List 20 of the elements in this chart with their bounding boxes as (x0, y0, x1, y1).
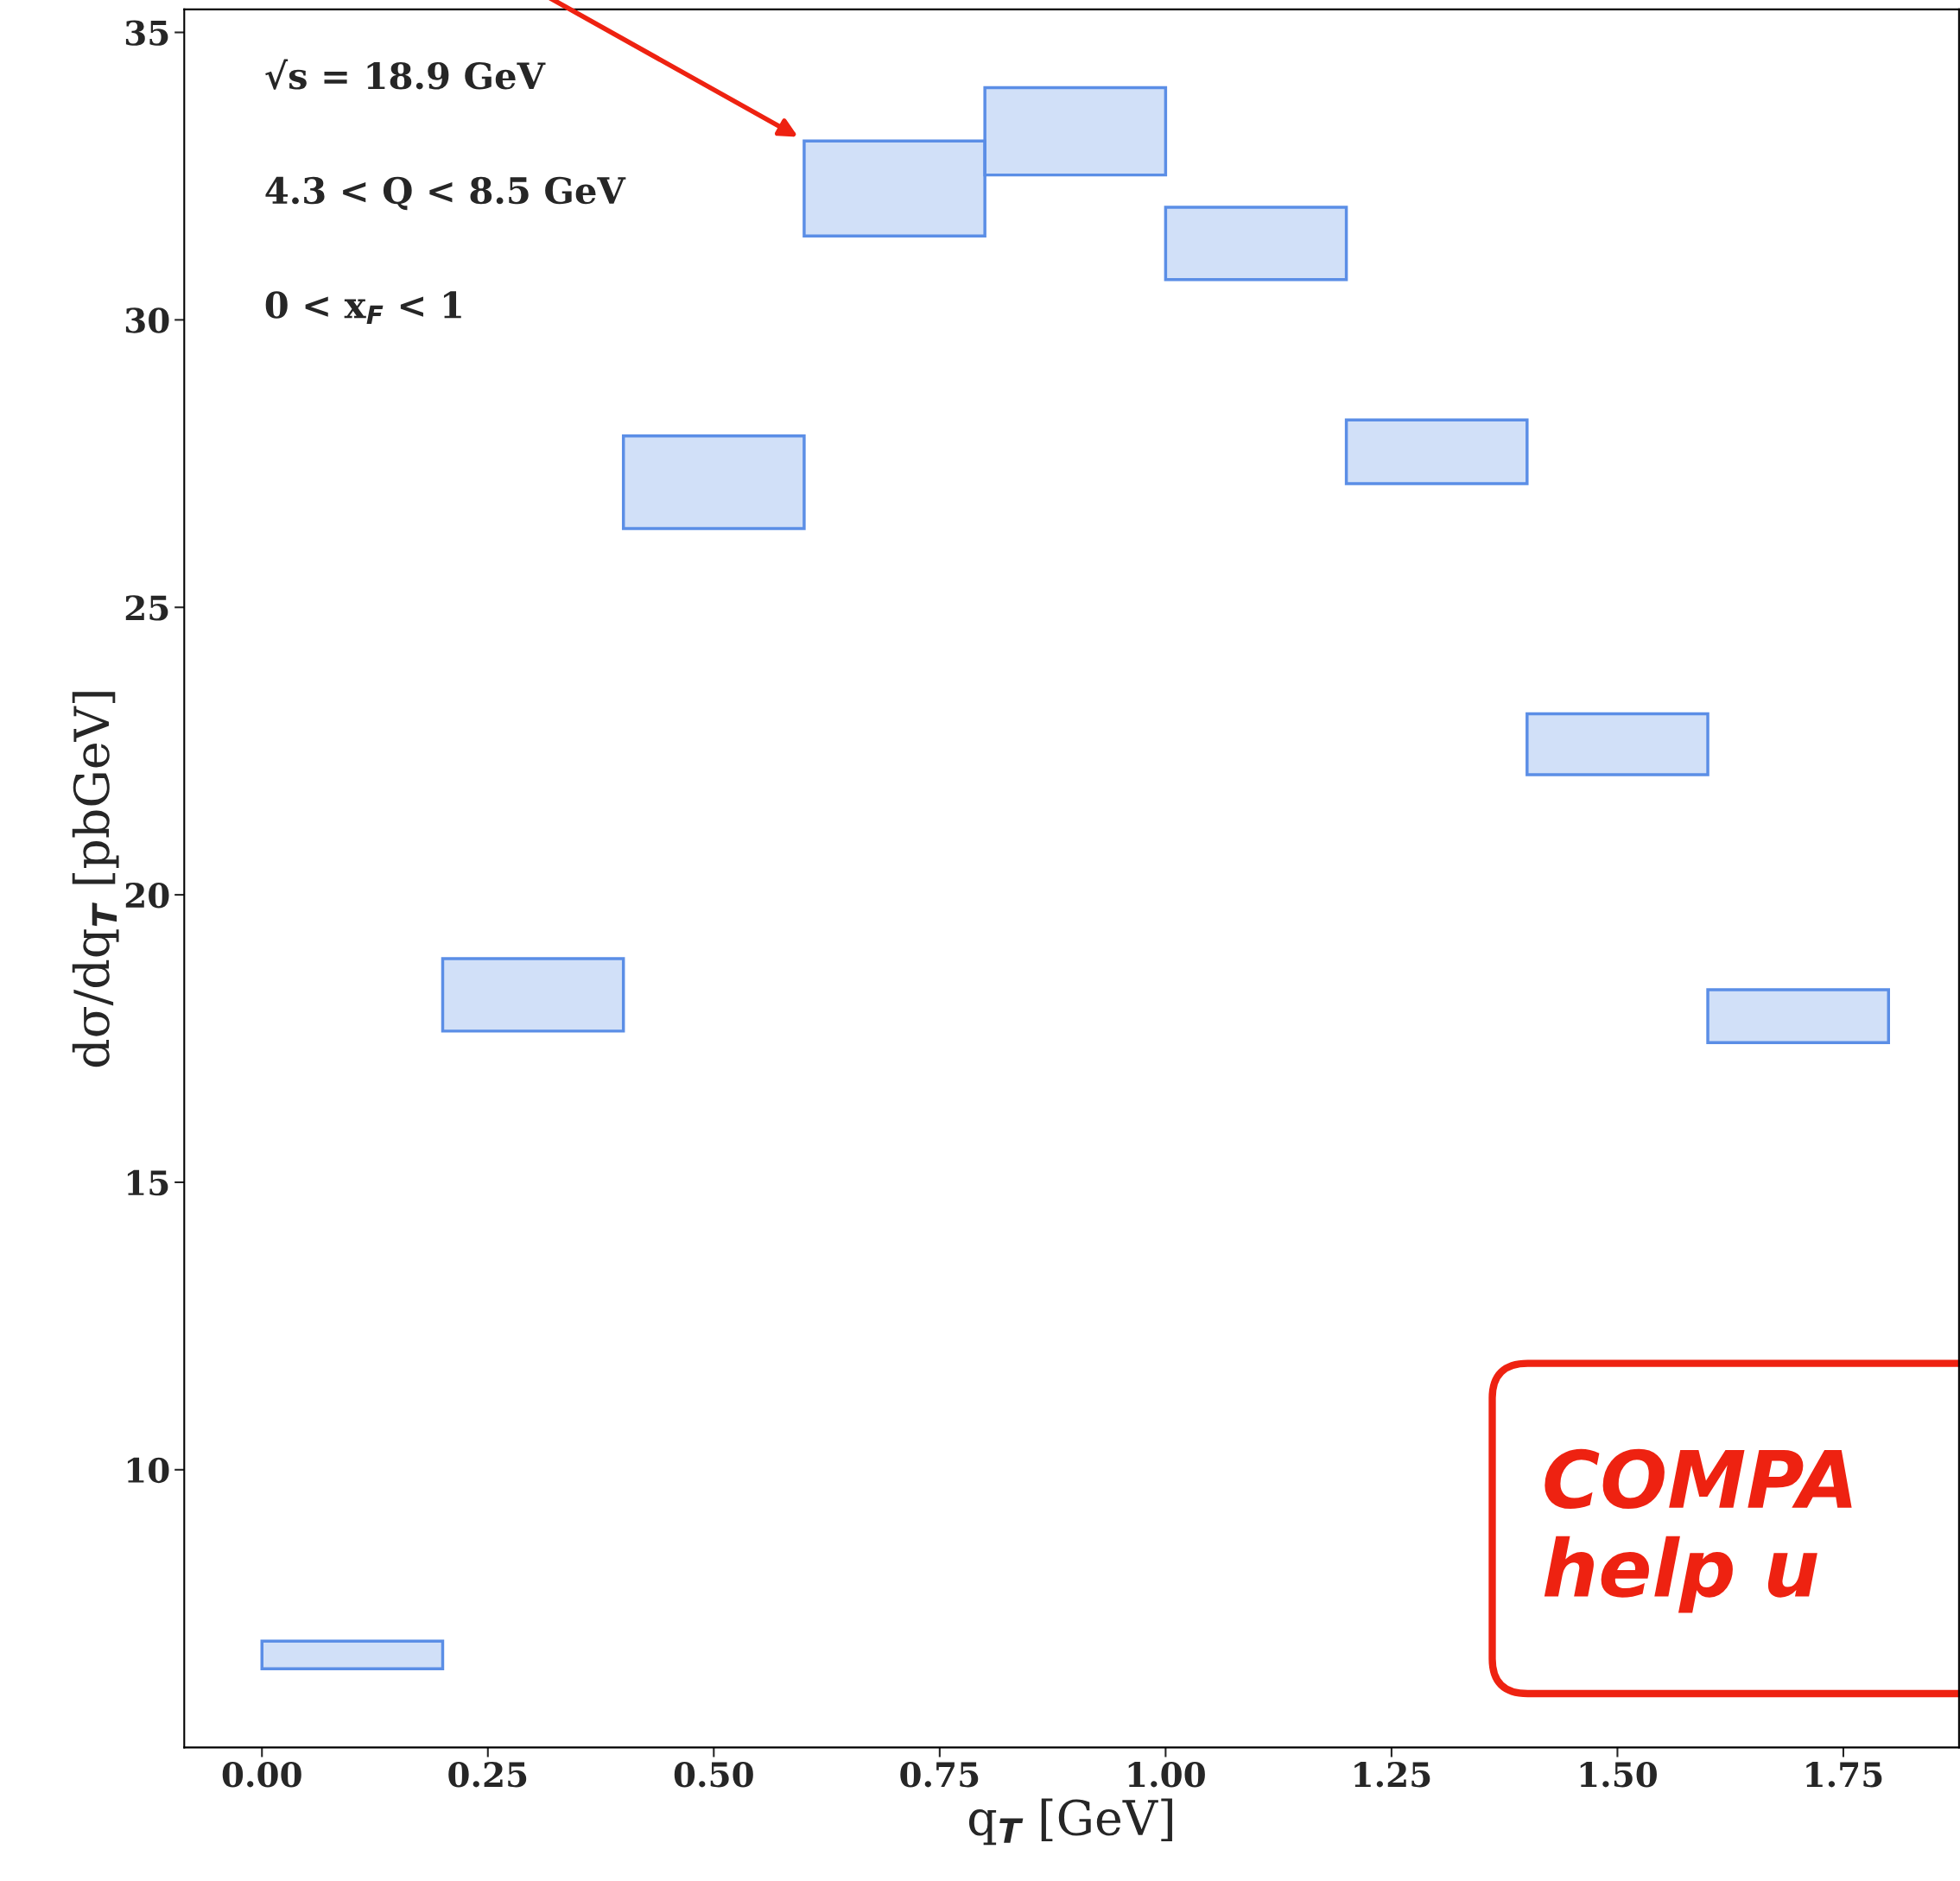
annotation: 0 < x$_{F}$ < 1 (265, 291, 461, 325)
x-tick-label: 0.25 (448, 1762, 527, 1788)
x-axis-title: q$_{T}$ [GeV] (968, 1798, 1172, 1846)
y-tick-label: 10 (127, 1457, 169, 1484)
x-tick-label: 0.50 (674, 1762, 753, 1788)
annotation: COMPA help u (1544, 1448, 1852, 1613)
y-tick-label: 20 (125, 883, 169, 909)
x-tick-label: 1.75 (1806, 1762, 1882, 1788)
y-tick-label: 30 (125, 307, 169, 333)
x-tick-label: 0.00 (222, 1762, 301, 1788)
y-tick-label: 25 (125, 595, 168, 621)
y-axis-title: dσ/dq$_{T}$ [pbGeV] (72, 692, 119, 1067)
y-tick-label: 35 (125, 20, 168, 46)
x-tick-label: 1.50 (1580, 1762, 1657, 1788)
annotation: 4.3 < Q < 8.5 GeV (265, 176, 626, 211)
y-tick-label: 15 (127, 1169, 168, 1196)
x-tick-label: 1.00 (1128, 1762, 1205, 1788)
annotation: √s = 18.9 GeV (265, 59, 546, 90)
x-tick-label: 0.75 (900, 1762, 979, 1788)
x-tick-label: 1.25 (1354, 1762, 1430, 1788)
